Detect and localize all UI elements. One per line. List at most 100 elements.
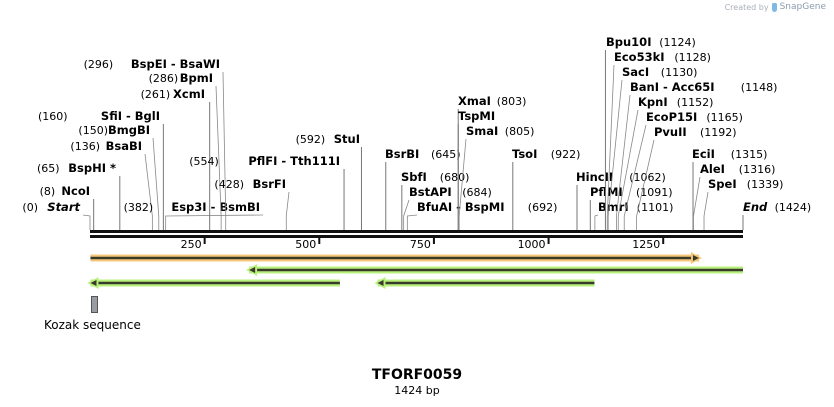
- site-position: (296): [84, 58, 114, 71]
- site-position: (1339): [747, 178, 784, 191]
- site-name: PflFI - Tth111I: [248, 154, 340, 168]
- site-position: (1091): [636, 186, 673, 199]
- restriction-site[interactable]: EciI (1315): [692, 147, 767, 230]
- site-position: (803): [497, 95, 527, 108]
- restriction-site[interactable]: Bpu10I (1124): [604, 35, 696, 230]
- restriction-site[interactable]: SfiI - BglI (160): [38, 109, 164, 230]
- site-name: BpmI: [180, 71, 213, 85]
- restriction-site[interactable]: StuI (592): [296, 132, 362, 230]
- arrow-head-icon: [377, 280, 384, 286]
- restriction-site[interactable]: BsrFI (428): [214, 177, 290, 230]
- site-leader-line: [623, 124, 647, 230]
- snapgene-credit: Created by SnapGene: [725, 2, 826, 12]
- site-name: HincII: [576, 170, 613, 184]
- site-position: (261): [141, 88, 171, 101]
- site-name: XcmI: [173, 87, 205, 101]
- map-title-block: TFORF0059 1424 bp: [0, 367, 834, 397]
- site-position: (1192): [700, 126, 737, 139]
- site-name: SfiI - BglI: [101, 109, 160, 123]
- restriction-site[interactable]: BsrBI (645): [385, 147, 461, 230]
- site-position: (684): [462, 186, 492, 199]
- site-name: BanI - Acc65I: [630, 80, 715, 94]
- restriction-site[interactable]: PflMI (1091): [589, 185, 673, 230]
- credit-prefix: Created by: [724, 2, 769, 12]
- site-position: (150): [78, 124, 108, 137]
- restriction-site[interactable]: BsaBI (136): [70, 139, 153, 230]
- site-name: BspHI *: [68, 161, 116, 175]
- site-position: (428): [214, 178, 244, 191]
- ruler-tick-label: 1250: [632, 238, 660, 251]
- restriction-site[interactable]: BspHI * (65): [37, 161, 121, 230]
- site-name: NcoI: [61, 184, 90, 198]
- site-position: (286): [149, 72, 179, 85]
- site-name: PflMI: [590, 185, 623, 199]
- site-name: TsoI: [512, 147, 537, 161]
- site-position: (0): [22, 201, 38, 214]
- restriction-site[interactable]: BmrI (1101): [594, 200, 673, 230]
- restriction-site[interactable]: SacI (1130): [607, 65, 697, 230]
- feature-arrow[interactable]: [90, 252, 702, 264]
- site-name: SbfI: [401, 170, 427, 184]
- restriction-site[interactable]: TspMI: [457, 109, 495, 230]
- site-leader-line: [607, 79, 623, 230]
- site-name: BsrBI: [385, 147, 419, 161]
- restriction-site[interactable]: Eco53kI (1128): [606, 50, 711, 230]
- site-leader-line: [458, 138, 467, 230]
- feature-arrow[interactable]: [87, 277, 340, 289]
- site-position: (592): [296, 133, 326, 146]
- restriction-site[interactable]: NcoI (8): [40, 184, 95, 230]
- restriction-site[interactable]: BanI - Acc65I (1148): [616, 80, 777, 230]
- kozak-feature-label: Kozak sequence: [44, 318, 141, 332]
- site-name: BfuAI - BspMI: [417, 200, 504, 214]
- kozak-feature-marker[interactable]: [91, 296, 98, 313]
- restriction-site[interactable]: TsoI (922): [512, 147, 580, 230]
- restriction-site[interactable]: SpeI (1339): [703, 177, 784, 230]
- restriction-site[interactable]: PvuII (1192): [636, 125, 737, 230]
- site-name: SacI: [622, 65, 649, 79]
- site-name: SmaI: [466, 124, 498, 138]
- site-leader-line: [144, 153, 153, 230]
- site-position: (136): [70, 140, 100, 153]
- site-position: (382): [124, 201, 154, 214]
- site-position: (65): [37, 162, 60, 175]
- feature-arrow[interactable]: [246, 264, 743, 276]
- site-name: EcoP15I: [646, 110, 697, 124]
- site-name: BspEI - BsaWI: [131, 57, 220, 71]
- restriction-site[interactable]: KpnI (1152): [617, 95, 713, 230]
- site-leader-line: [215, 85, 222, 230]
- restriction-site[interactable]: BfuAI - BspMI (692): [406, 200, 557, 230]
- site-name: PvuII: [654, 125, 687, 139]
- sequence-length: 1424 bp: [394, 384, 440, 397]
- restriction-site[interactable]: HincII (1062): [576, 170, 666, 230]
- restriction-site[interactable]: Start (0): [22, 200, 91, 230]
- site-leader-line: [606, 64, 615, 230]
- site-leader-line: [285, 191, 290, 230]
- restriction-site[interactable]: BpmI(286): [149, 71, 222, 230]
- site-position: (1062): [629, 171, 666, 184]
- ruler-tick-label: 1000: [518, 238, 546, 251]
- arrow-head-icon: [249, 267, 256, 273]
- restriction-site[interactable]: Esp3I - BsmBI (382): [124, 200, 264, 230]
- restriction-site[interactable]: BspEI - BsaWI (296): [84, 57, 227, 230]
- restriction-site[interactable]: PflFI - Tth111I (554): [189, 154, 345, 230]
- site-position: (160): [38, 110, 68, 123]
- restriction-site[interactable]: SmaI (805): [458, 124, 534, 230]
- site-name: XmaI: [458, 94, 491, 108]
- site-position: (645): [431, 148, 461, 161]
- site-leader-line: [636, 139, 655, 230]
- restriction-site[interactable]: AleI (1316): [693, 162, 775, 230]
- feature-arrow[interactable]: [374, 277, 595, 289]
- ruler-tick: [203, 238, 206, 244]
- restriction-site[interactable]: XcmI(261): [141, 87, 211, 230]
- site-position: (1165): [706, 111, 743, 124]
- ruler-top-line: [90, 230, 743, 233]
- site-name: AleI: [700, 162, 725, 176]
- restriction-site[interactable]: EcoP15I (1165): [623, 110, 743, 230]
- site-leader-line: [693, 176, 701, 230]
- site-leader-line: [594, 214, 599, 230]
- restriction-site[interactable]: End (1424): [742, 200, 811, 230]
- restriction-site[interactable]: BmgBI(150): [78, 123, 160, 230]
- site-name: KpnI: [638, 95, 668, 109]
- restriction-site[interactable]: BstAPI (684): [403, 185, 492, 230]
- ruler-tick: [662, 238, 665, 244]
